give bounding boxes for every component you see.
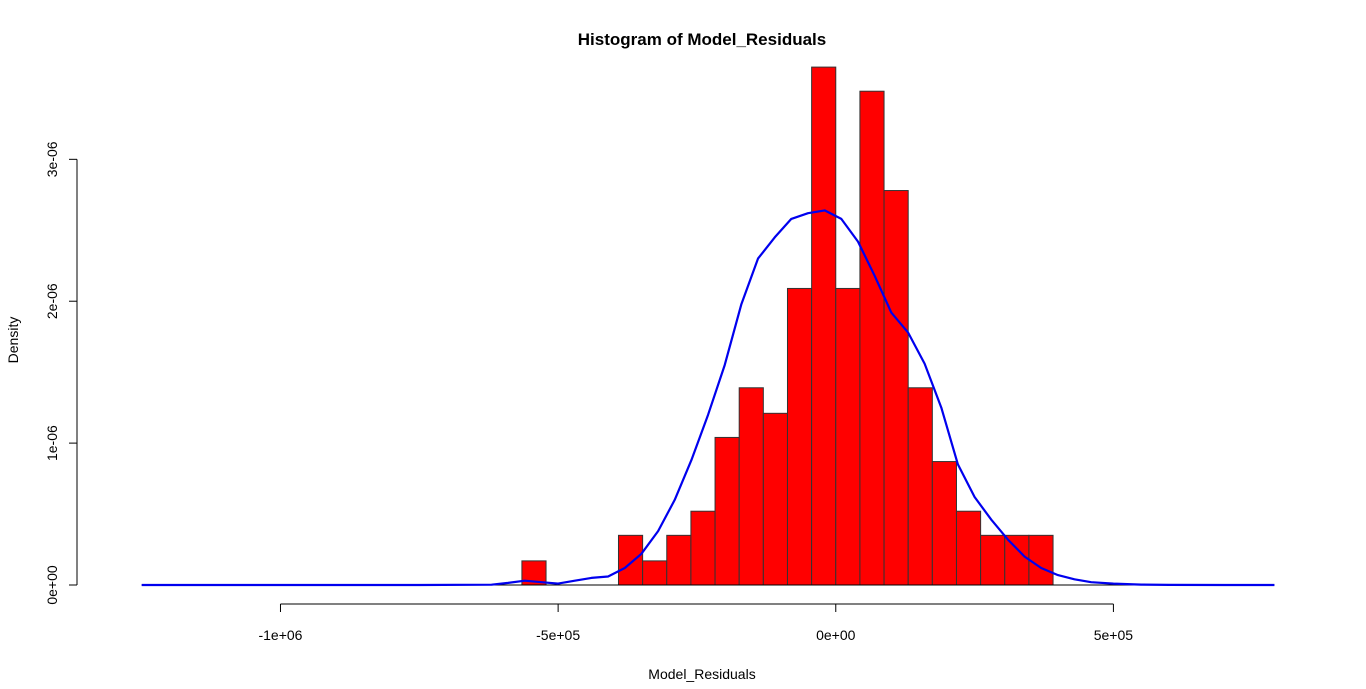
y-tick-label-0: 0e+00 (44, 565, 60, 605)
y-tick-label-3: 3e-06 (44, 141, 60, 177)
histogram-bar-5 (642, 560, 668, 586)
x-tick-label-3: 5e+05 (1094, 627, 1134, 643)
histogram-bar-20 (1004, 534, 1030, 586)
x-axis-label: Model_Residuals (648, 666, 755, 682)
histogram-bar-16 (907, 387, 933, 586)
histogram-bar-13 (835, 287, 861, 586)
x-tick-label-2: 0e+00 (816, 627, 856, 643)
histogram-bar-18 (955, 510, 982, 586)
histogram-bar-10 (762, 412, 788, 586)
density-curve (141, 209, 1275, 587)
histogram-bars (521, 66, 1054, 586)
histogram-bar-17 (931, 461, 957, 586)
y-axis: 0e+00 1e-06 2e-06 3e-06 (44, 141, 78, 605)
x-tick-label-0: -1e+06 (258, 627, 302, 643)
histogram-bar-6 (666, 534, 692, 586)
histogram-bar-15 (883, 190, 909, 586)
x-axis: -1e+06 -5e+05 0e+00 5e+05 (258, 603, 1134, 643)
histogram-bar-8 (714, 436, 740, 586)
histogram-bar-4 (617, 534, 644, 586)
histogram-bar-21 (1028, 534, 1054, 586)
y-axis-label: Density (5, 317, 21, 364)
histogram-bar-19 (980, 534, 1006, 586)
histogram-bar-14 (859, 90, 885, 586)
histogram-bar-12 (811, 66, 837, 586)
histogram-bar-9 (738, 387, 764, 586)
histogram-bar-7 (690, 510, 716, 586)
chart-title: Histogram of Model_Residuals (578, 30, 826, 49)
y-tick-label-2: 2e-06 (44, 283, 60, 319)
density-curve-group (141, 209, 1275, 587)
x-tick-label-1: -5e+05 (536, 627, 580, 643)
y-tick-label-1: 1e-06 (44, 425, 60, 461)
histogram-bar-11 (786, 287, 813, 586)
